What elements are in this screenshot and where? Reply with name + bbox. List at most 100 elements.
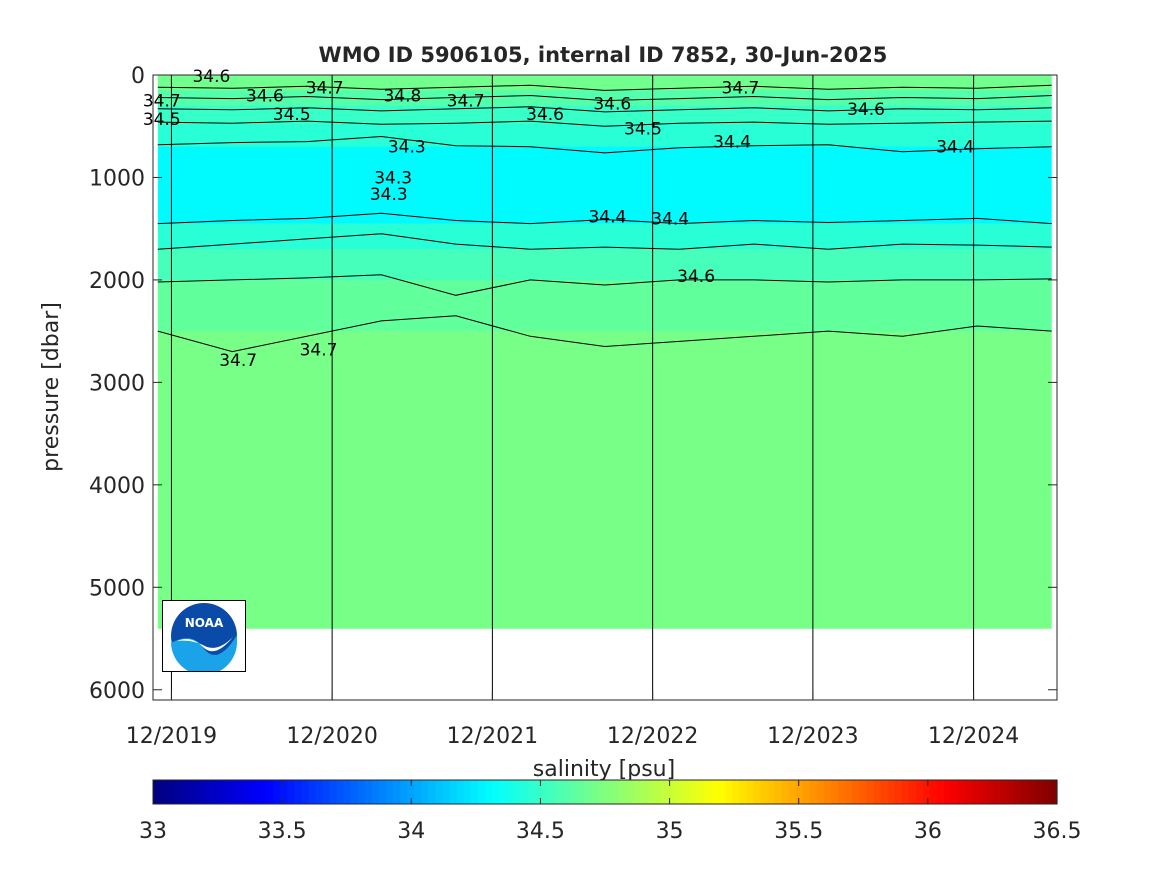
colorbar-segment-8 — [209, 780, 218, 804]
contour-label-17: 34.4 — [713, 133, 751, 153]
contour-label-20: 34.7 — [300, 341, 338, 361]
colorbar-segment-84 — [746, 780, 754, 804]
x-tick-label-0: 12/2019 — [126, 724, 217, 749]
colorbar-segment-56 — [548, 780, 557, 804]
colorbar-segment-66 — [619, 780, 627, 804]
colorbar-segment-36 — [407, 780, 415, 804]
colorbar-segment-45 — [470, 780, 479, 804]
colorbar-segment-94 — [816, 780, 825, 804]
contour-label-6: 34.3 — [388, 138, 426, 158]
y-axis-label: pressure [dbar] — [39, 302, 64, 472]
colorbar-label: salinity [psu] — [533, 757, 675, 782]
colorbar-segment-5 — [188, 780, 196, 804]
colorbar-segment-103 — [880, 780, 889, 804]
contour-label-12: 34.6 — [593, 95, 631, 115]
colorbar-segment-6 — [195, 780, 204, 804]
contour-lines — [157, 75, 1052, 700]
colorbar-tick-label-1: 33.5 — [258, 819, 307, 844]
salinity-layer-0 — [157, 75, 1052, 91]
colorbar-frame — [152, 779, 1058, 805]
colorbar-segment-25 — [329, 780, 338, 804]
noaa-logo: NOAA — [162, 600, 246, 676]
contour-line-34-7-8 — [157, 315, 1052, 353]
salinity-layer-3 — [157, 124, 1052, 148]
colorbar-segment-2 — [167, 780, 175, 804]
colorbar-segment-121 — [1007, 780, 1016, 804]
contour-label-2: 34.6 — [192, 67, 230, 87]
contour-line-34-5-6 — [157, 233, 1052, 250]
x-tick-label-3: 12/2022 — [607, 724, 698, 749]
colorbar-segment-78 — [703, 780, 712, 804]
colorbar-segment-106 — [901, 780, 910, 804]
salinity-layer-8 — [157, 331, 1052, 629]
colorbar-segment-20 — [294, 780, 302, 804]
colorbar-segment-112 — [944, 780, 952, 804]
colorbar-segment-96 — [831, 780, 839, 804]
colorbar-segment-55 — [541, 780, 550, 804]
contour-label-19: 34.4 — [936, 138, 974, 158]
colorbar-segment-105 — [894, 780, 903, 804]
noaa-logo-text: NOAA — [185, 616, 224, 630]
colorbar-segment-7 — [202, 780, 211, 804]
salinity-layer-4 — [157, 146, 1052, 225]
contour-labels: 34.534.734.634.634.534.734.334.334.334.8… — [143, 67, 974, 371]
contour-line-34-3-4 — [157, 135, 1052, 154]
colorbar-segment-37 — [414, 780, 422, 804]
colorbar-segment-69 — [640, 780, 648, 804]
colorbar-tick-label-3: 34.5 — [516, 819, 565, 844]
colorbar-segment-98 — [845, 780, 853, 804]
contour-line-34-4-5 — [157, 212, 1052, 225]
colorbar-segment-14 — [251, 780, 260, 804]
colorbar-segment-21 — [301, 780, 309, 804]
colorbar-segment-89 — [781, 780, 790, 804]
colorbar-segment-29 — [357, 780, 366, 804]
colorbar-segment-124 — [1028, 780, 1037, 804]
colorbar-segment-102 — [873, 780, 882, 804]
contour-label-22: 34.7 — [722, 78, 760, 98]
contour-line-34-6-7 — [157, 274, 1052, 296]
colorbar-segment-63 — [597, 780, 606, 804]
colorbar-segment-58 — [562, 780, 571, 804]
x-tick-label-2: 12/2021 — [447, 724, 538, 749]
colorbar-segment-24 — [322, 780, 331, 804]
plot-area — [157, 75, 1052, 629]
contour-line-34-4-3 — [157, 120, 1052, 127]
salinity-layer-1 — [157, 90, 1052, 107]
contour-label-7: 34.3 — [374, 168, 412, 188]
colorbar-segment-123 — [1021, 780, 1030, 804]
colorbar-segment-54 — [534, 780, 543, 804]
colorbar-segment-9 — [216, 780, 225, 804]
colorbar-segment-34 — [393, 780, 401, 804]
colorbar-tick-label-6: 36 — [914, 819, 942, 844]
contour-label-5: 34.7 — [306, 78, 344, 98]
colorbar-segment-120 — [1000, 780, 1009, 804]
colorbar-segment-80 — [718, 780, 726, 804]
contour-label-15: 34.4 — [651, 209, 689, 229]
contour-label-0: 34.5 — [143, 110, 181, 130]
colorbar-segment-73 — [668, 780, 677, 804]
colorbar-segment-99 — [852, 780, 860, 804]
contour-line-34-6-1 — [157, 94, 1052, 102]
colorbar-tick-label-0: 33 — [139, 819, 167, 844]
colorbar-segment-11 — [230, 780, 239, 804]
colorbar-segment-18 — [280, 780, 288, 804]
contour-label-3: 34.6 — [246, 86, 284, 106]
colorbar-segment-95 — [823, 780, 832, 804]
colorbar-segment-3 — [174, 780, 182, 804]
y-tick-label-0: 0 — [131, 64, 145, 89]
colorbar-segment-92 — [802, 780, 811, 804]
colorbar-segment-49 — [499, 780, 507, 804]
colorbar-tick-label-4: 35 — [656, 819, 684, 844]
colorbar-segment-57 — [555, 780, 564, 804]
colorbar-segment-23 — [315, 780, 324, 804]
colorbar-segment-72 — [661, 780, 670, 804]
colorbar-segment-110 — [929, 780, 938, 804]
colorbar-segment-101 — [866, 780, 874, 804]
chart-title: WMO ID 5906105, internal ID 7852, 30-Jun… — [319, 43, 888, 67]
colorbar-segment-115 — [965, 780, 973, 804]
colorbar-segment-68 — [633, 780, 641, 804]
colorbar-segment-100 — [859, 780, 867, 804]
y-tick-label-3: 3000 — [89, 371, 145, 396]
colorbar-segment-119 — [993, 780, 1002, 804]
colorbar-segment-67 — [626, 780, 634, 804]
